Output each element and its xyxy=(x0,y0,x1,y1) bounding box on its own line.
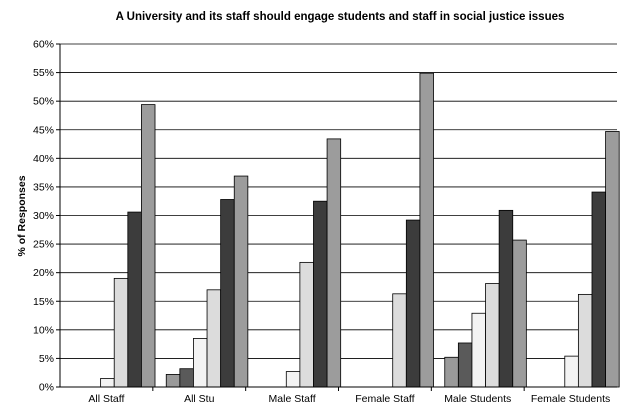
y-tick-label: 20% xyxy=(33,267,54,279)
bar xyxy=(471,312,486,388)
bar xyxy=(498,209,514,388)
bar xyxy=(605,131,620,388)
bar xyxy=(141,104,156,388)
y-tick-label: 50% xyxy=(33,96,54,108)
x-category-label: Male Students xyxy=(444,393,511,405)
y-tick-label: 10% xyxy=(33,324,54,336)
axes: 0% 5% 10% 15% 20% 25% 30% 35% 40% 45% 50% 55% 60% All… xyxy=(33,39,617,405)
bar xyxy=(220,199,235,388)
bar xyxy=(457,342,473,388)
x-category-label: Female Students xyxy=(531,393,610,405)
bar xyxy=(444,356,459,388)
y-tick-label: 55% xyxy=(33,67,54,79)
bar xyxy=(127,211,142,388)
bar xyxy=(326,138,342,388)
bar xyxy=(100,378,115,388)
y-tick-label: 40% xyxy=(33,153,54,165)
bar xyxy=(206,289,222,388)
bar xyxy=(485,283,500,388)
x-category-label: Female Staff xyxy=(355,393,414,405)
y-tick-label: 15% xyxy=(33,296,54,308)
bar xyxy=(313,200,328,388)
bars xyxy=(100,72,620,388)
y-tick-label: 45% xyxy=(33,124,54,136)
bar xyxy=(591,191,606,388)
bar xyxy=(577,293,593,388)
y-tick-label: 25% xyxy=(33,239,54,251)
y-tick-label: 35% xyxy=(33,181,54,193)
bar xyxy=(233,175,249,388)
bar xyxy=(419,72,434,388)
bar xyxy=(285,371,301,388)
y-tick-label: 5% xyxy=(39,353,54,365)
y-tick-label: 0% xyxy=(39,382,54,394)
y-tick-label: 30% xyxy=(33,210,54,222)
bar xyxy=(299,261,314,388)
x-category-label: All Stu xyxy=(184,393,215,405)
bar xyxy=(193,338,208,388)
y-axis-label: % of Responses xyxy=(16,175,28,256)
x-category-label: Male Staff xyxy=(269,393,316,405)
bar xyxy=(405,219,421,388)
bar xyxy=(564,355,579,388)
bar xyxy=(165,374,181,388)
chart-title: A University and its staff should engage… xyxy=(116,11,565,23)
bar xyxy=(179,368,194,388)
bar xyxy=(113,277,129,388)
x-category-label: All Staff xyxy=(88,393,124,405)
bar xyxy=(392,293,407,388)
bar xyxy=(512,239,527,388)
y-tick-label: 60% xyxy=(33,39,54,51)
